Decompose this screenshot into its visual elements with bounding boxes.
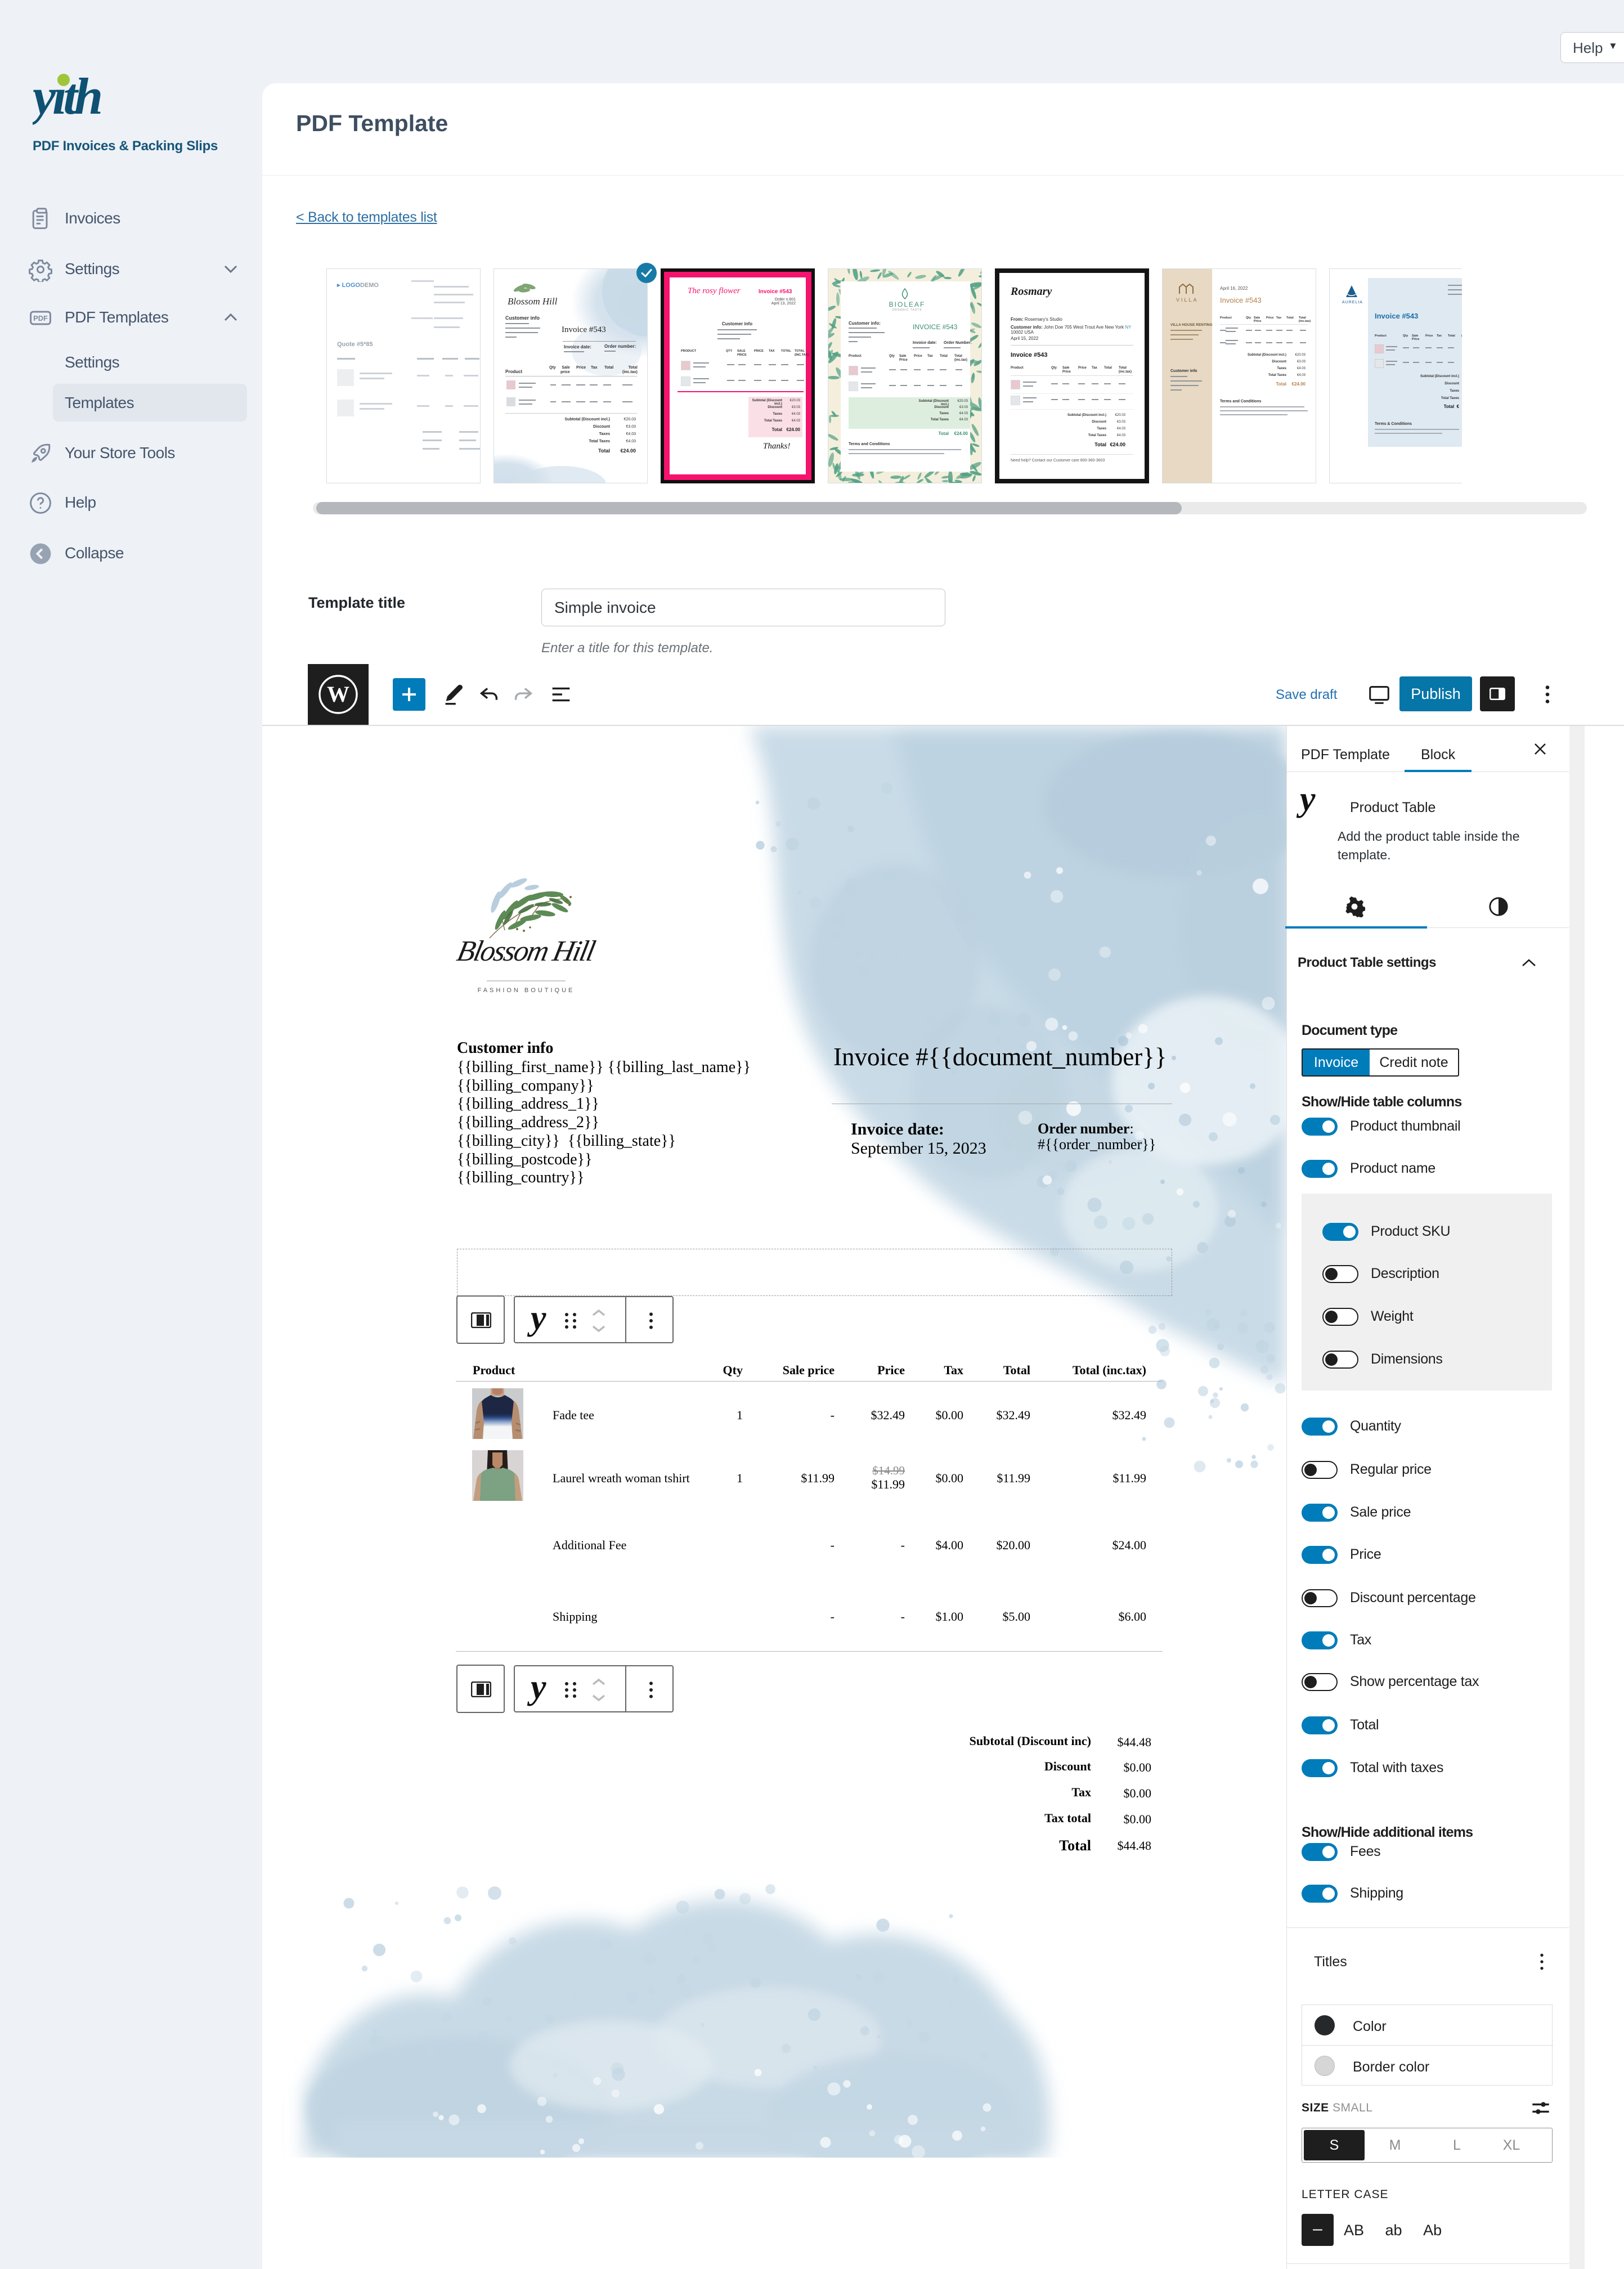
svg-text:PDF: PDF (33, 314, 48, 322)
svg-text:Blossom Hill: Blossom Hill (454, 935, 598, 967)
svg-text:W: W (327, 681, 349, 707)
svg-text:FASHION BOUTIQUE: FASHION BOUTIQUE (478, 987, 575, 994)
